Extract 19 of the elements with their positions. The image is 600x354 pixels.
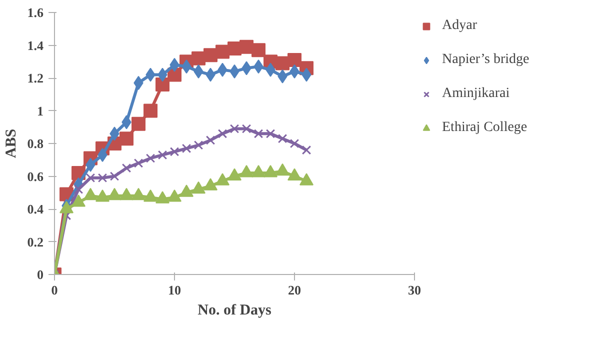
y-axis-title: ABS xyxy=(3,128,20,158)
y-tick-label: 0.2 xyxy=(27,234,44,250)
x-tick-label: 30 xyxy=(408,282,421,298)
y-tick-label: 1.6 xyxy=(27,5,44,20)
x-tick-label: 20 xyxy=(288,282,301,298)
y-tick-label: 0 xyxy=(37,267,44,282)
y-tick-label: 0.4 xyxy=(27,202,44,216)
y-tick-label: 1.4 xyxy=(27,38,44,53)
legend-label: Aminjikarai xyxy=(442,86,510,102)
x-tick-label: 10 xyxy=(168,282,181,298)
y-tick-label: 1 xyxy=(37,103,44,118)
y-tick-label: 1.2 xyxy=(27,70,44,86)
legend-label: Adyar xyxy=(442,18,477,34)
y-tick-label: 0.6 xyxy=(27,168,44,184)
legend-label: Ethiraj College xyxy=(442,120,528,136)
legend-label: Napier’s bridge xyxy=(442,52,530,68)
y-tick-label: 0.8 xyxy=(27,136,44,151)
x-axis-title: No. of Days xyxy=(198,302,272,318)
x-tick-label: 0 xyxy=(51,282,58,298)
